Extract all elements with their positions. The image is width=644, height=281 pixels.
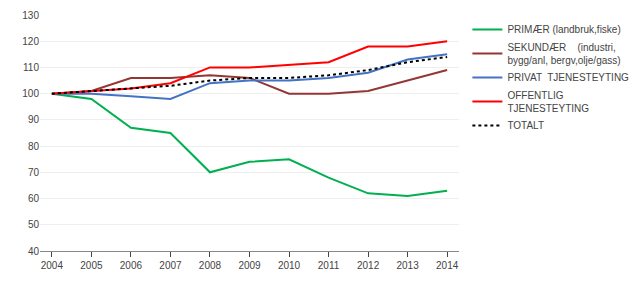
svg-text:TOTALT: TOTALT	[507, 120, 544, 131]
svg-text:60: 60	[28, 193, 40, 204]
svg-text:SEKUNDÆR (industri,bygg/anl: SEKUNDÆR (industri,bygg/anl, bergv,olje/…	[507, 42, 620, 66]
svg-text:PRIVAT TJENESTEYTING: PRIVAT TJENESTEYTING	[507, 72, 629, 83]
svg-text:70: 70	[28, 167, 40, 178]
svg-text:2009: 2009	[238, 260, 261, 271]
svg-text:OFFENTLIGTJENESTEYTING: OFFENTLIGTJENESTEYTING	[507, 90, 589, 114]
svg-text:80: 80	[28, 141, 40, 152]
svg-text:PRIMÆR (landbruk,fiske): PRIMÆR (landbruk,fiske)	[507, 24, 620, 35]
svg-text:90: 90	[28, 114, 40, 125]
svg-text:2005: 2005	[80, 260, 103, 271]
svg-text:110: 110	[23, 62, 39, 73]
svg-text:2010: 2010	[278, 260, 301, 271]
svg-text:50: 50	[28, 219, 40, 230]
svg-text:2008: 2008	[199, 260, 222, 271]
svg-text:2013: 2013	[396, 260, 419, 271]
svg-text:2011: 2011	[318, 260, 340, 271]
svg-text:2014: 2014	[436, 260, 459, 271]
svg-text:40: 40	[28, 246, 40, 257]
svg-text:2007: 2007	[159, 260, 182, 271]
svg-text:2006: 2006	[120, 260, 143, 271]
svg-text:130: 130	[22, 10, 39, 21]
svg-text:120: 120	[22, 36, 39, 47]
svg-text:2012: 2012	[357, 260, 380, 271]
svg-text:2004: 2004	[41, 260, 64, 271]
svg-text:100: 100	[22, 88, 39, 99]
